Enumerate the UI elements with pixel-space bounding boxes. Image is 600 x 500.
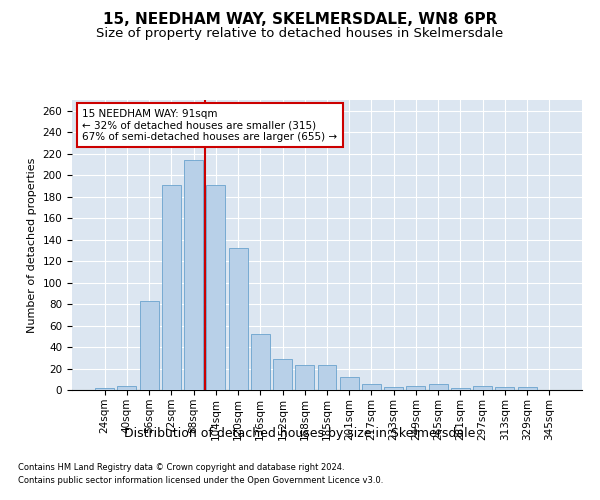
- Bar: [251, 334, 270, 390]
- Bar: [340, 377, 359, 390]
- Text: 15, NEEDHAM WAY, SKELMERSDALE, WN8 6PR: 15, NEEDHAM WAY, SKELMERSDALE, WN8 6PR: [103, 12, 497, 28]
- Bar: [384, 387, 403, 390]
- Bar: [451, 388, 470, 390]
- Bar: [518, 387, 536, 390]
- Bar: [429, 384, 448, 390]
- Bar: [295, 366, 314, 390]
- Text: 15 NEEDHAM WAY: 91sqm
← 32% of detached houses are smaller (315)
67% of semi-det: 15 NEEDHAM WAY: 91sqm ← 32% of detached …: [82, 108, 337, 142]
- Bar: [496, 387, 514, 390]
- Text: Contains HM Land Registry data © Crown copyright and database right 2024.: Contains HM Land Registry data © Crown c…: [18, 464, 344, 472]
- Bar: [140, 301, 158, 390]
- Bar: [362, 384, 381, 390]
- Bar: [162, 185, 181, 390]
- Bar: [184, 160, 203, 390]
- Bar: [229, 248, 248, 390]
- Bar: [95, 388, 114, 390]
- Bar: [118, 386, 136, 390]
- Text: Distribution of detached houses by size in Skelmersdale: Distribution of detached houses by size …: [124, 428, 476, 440]
- Y-axis label: Number of detached properties: Number of detached properties: [27, 158, 37, 332]
- Text: Contains public sector information licensed under the Open Government Licence v3: Contains public sector information licen…: [18, 476, 383, 485]
- Bar: [473, 386, 492, 390]
- Text: Size of property relative to detached houses in Skelmersdale: Size of property relative to detached ho…: [97, 28, 503, 40]
- Bar: [317, 366, 337, 390]
- Bar: [206, 185, 225, 390]
- Bar: [406, 386, 425, 390]
- Bar: [273, 359, 292, 390]
